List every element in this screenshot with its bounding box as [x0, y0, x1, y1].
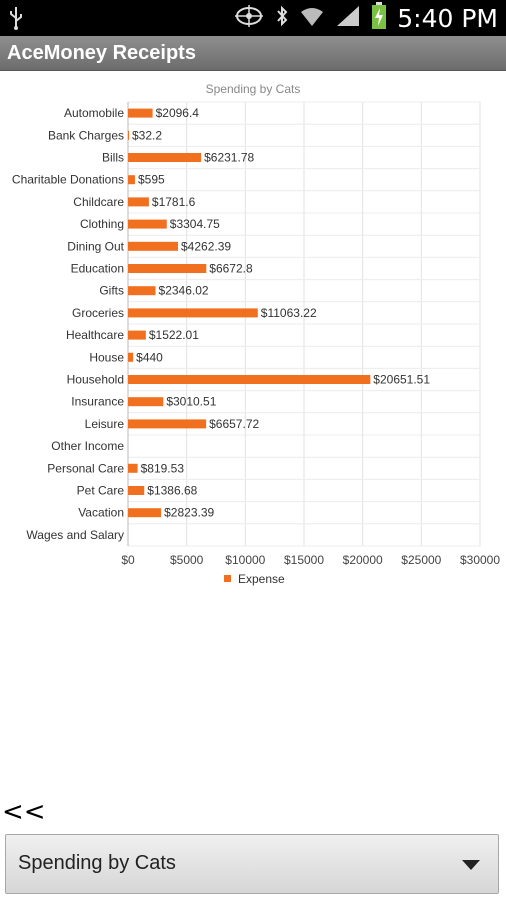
- usb-icon: [8, 6, 24, 35]
- category-label: Household: [67, 373, 124, 387]
- category-label: Gifts: [99, 284, 124, 298]
- category-label: Leisure: [85, 417, 125, 431]
- x-tick-label: $30000: [460, 553, 500, 567]
- category-label: Pet Care: [77, 484, 125, 498]
- data-label: $440: [136, 350, 163, 364]
- data-label: $32.2: [132, 128, 162, 142]
- bar: [128, 197, 149, 207]
- data-label: $1386.68: [147, 484, 197, 498]
- category-label: Insurance: [71, 395, 124, 409]
- report-spinner[interactable]: Spending by Cats: [5, 834, 499, 894]
- bar: [128, 486, 145, 495]
- bar: [128, 308, 258, 318]
- location-icon: [233, 4, 265, 33]
- spending-chart: Spending by Cats $0 $5000 $10000 $15000 $2000…: [12, 82, 500, 586]
- data-label: $6672.8: [209, 262, 253, 276]
- bar: [128, 108, 153, 118]
- data-label: $2823.39: [164, 506, 214, 520]
- category-label: Childcare: [73, 195, 124, 209]
- category-label: Education: [71, 262, 124, 276]
- data-label: $1522.01: [149, 328, 199, 342]
- category-label: Clothing: [80, 217, 124, 231]
- back-button[interactable]: <<: [2, 797, 46, 827]
- x-tick-label: $25000: [401, 553, 441, 567]
- category-label: Charitable Donations: [12, 173, 124, 187]
- data-label: $6231.78: [204, 151, 254, 165]
- category-label: Personal Care: [47, 461, 124, 475]
- legend-swatch: [224, 575, 231, 582]
- category-label: House: [89, 350, 124, 364]
- legend-label: Expense: [238, 572, 285, 586]
- x-tick-label: $10000: [225, 553, 265, 567]
- bar: [128, 130, 129, 140]
- bar: [128, 286, 156, 296]
- data-label: $2096.4: [156, 106, 200, 120]
- bar: [128, 175, 135, 185]
- bar: [128, 330, 146, 340]
- chart-title: Spending by Cats: [206, 82, 301, 96]
- data-label: $595: [138, 173, 165, 187]
- bluetooth-icon: [275, 4, 289, 33]
- bar: [128, 397, 164, 407]
- bar: [128, 241, 179, 251]
- data-label: $11063.22: [261, 306, 317, 320]
- x-tick-label: $15000: [284, 553, 324, 567]
- data-label: $20651.51: [373, 373, 430, 387]
- clock: 5:40 PM: [397, 3, 498, 33]
- bar: [128, 352, 134, 362]
- bar: [128, 463, 138, 473]
- category-label: Vacation: [78, 506, 124, 520]
- category-label: Bills: [102, 151, 124, 165]
- data-label: $819.53: [141, 461, 185, 475]
- category-label: Other Income: [51, 439, 124, 453]
- x-tick-label: $5000: [170, 553, 204, 567]
- title-bar: AceMoney Receipts: [0, 36, 506, 71]
- bar: [128, 419, 207, 429]
- signal-icon: [335, 4, 361, 33]
- category-label: Automobile: [64, 106, 124, 120]
- status-bar: 5:40 PM: [0, 0, 506, 36]
- bar: [128, 508, 162, 518]
- category-label: Healthcare: [66, 328, 124, 342]
- data-label: $3304.75: [170, 217, 220, 231]
- category-label: Bank Charges: [48, 128, 124, 142]
- bar: [128, 375, 371, 384]
- x-tick-label: $20000: [343, 553, 383, 567]
- data-label: $2346.02: [159, 284, 209, 298]
- battery-charging-icon: [371, 1, 387, 35]
- x-tick-label: $0: [121, 553, 135, 567]
- data-label: $3010.51: [166, 395, 216, 409]
- data-label: $6657.72: [209, 417, 259, 431]
- bar: [128, 219, 167, 229]
- spinner-selected-label: Spending by Cats: [18, 852, 176, 874]
- data-label: $4262.39: [181, 239, 231, 253]
- category-label: Wages and Salary: [26, 528, 124, 542]
- bar: [128, 264, 207, 273]
- bar: [128, 153, 202, 162]
- app-title: AceMoney Receipts: [7, 42, 196, 64]
- data-label: $1781.6: [152, 195, 196, 209]
- category-label: Groceries: [72, 306, 124, 320]
- category-label: Dining Out: [67, 239, 124, 253]
- dropdown-arrow-icon: [462, 860, 480, 870]
- wifi-icon: [299, 4, 325, 33]
